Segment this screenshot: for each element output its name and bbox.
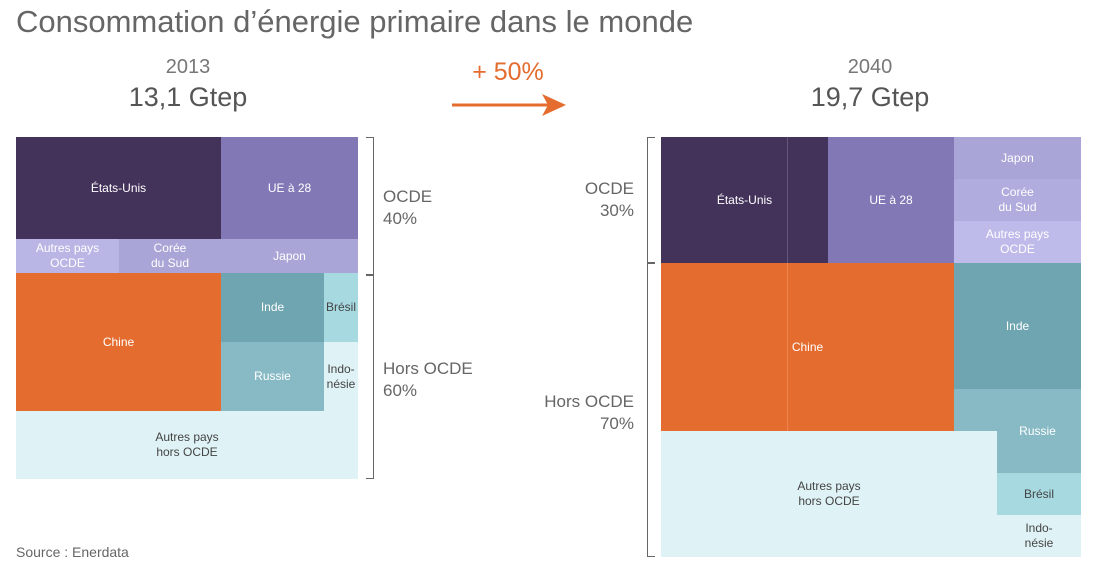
cell-divider xyxy=(787,137,788,431)
cell-2013-autres-hors-ocde: Autres pays hors OCDE xyxy=(16,411,358,479)
group-label-2013-hors-ocde: Hors OCDE 60% xyxy=(383,359,473,400)
cell-2040-ue-28: UE à 28 xyxy=(828,137,954,263)
growth-label: + 50% xyxy=(472,58,544,86)
cell-2013-autres-ocde: Autres pays OCDE xyxy=(16,239,119,273)
source-note: Source : Enerdata xyxy=(16,544,129,560)
year-2040-label: 2040 xyxy=(847,56,893,78)
cell-2040-inde: Inde xyxy=(954,263,1081,389)
growth-arrow-icon xyxy=(452,94,566,116)
cell-2013-chine: Chine xyxy=(16,273,221,411)
cell-2040-autres-hors-ocde: Autres pays hors OCDE xyxy=(661,431,997,557)
bracket-2013-ocde xyxy=(366,137,374,275)
group-label-2040-ocde: OCDE 30% xyxy=(584,179,634,220)
cell-2013-etats-unis: États-Unis xyxy=(16,137,221,239)
cell-2040-autres-ocde: Autres pays OCDE xyxy=(954,221,1081,263)
cell-2013-ue-28: UE à 28 xyxy=(221,137,358,239)
total-2013-label: 13,1 Gtep xyxy=(128,82,248,112)
cell-2013-inde: Inde xyxy=(221,273,324,342)
cell-2013-russie: Russie xyxy=(221,342,324,411)
year-2013-label: 2013 xyxy=(165,56,211,78)
total-2040-label: 19,7 Gtep xyxy=(810,82,930,112)
bracket-2013-hors-ocde xyxy=(366,275,374,479)
cell-2013-coree: Corée du Sud xyxy=(119,239,221,273)
cell-2040-indonesie: Indo- nésie xyxy=(997,515,1081,557)
cell-2040-japon: Japon xyxy=(954,137,1081,179)
cell-2013-indonesie: Indo- nésie xyxy=(324,342,358,411)
cell-2013-japon: Japon xyxy=(221,239,358,273)
chart-title: Consommation d’énergie primaire dans le … xyxy=(16,4,694,39)
cell-2040-etats-unis: États-Unis xyxy=(661,137,828,263)
bracket-2040-ocde xyxy=(647,137,655,263)
cell-2040-bresil: Brésil xyxy=(997,473,1081,515)
cell-2040-chine: Chine xyxy=(661,263,954,431)
group-label-2013-ocde: OCDE 40% xyxy=(383,187,433,228)
group-label-2040-hors-ocde: Hors OCDE 70% xyxy=(544,392,634,433)
cell-2040-coree: Corée du Sud xyxy=(954,179,1081,221)
bracket-2040-hors-ocde xyxy=(647,263,655,557)
cell-2013-bresil: Brésil xyxy=(324,273,358,342)
